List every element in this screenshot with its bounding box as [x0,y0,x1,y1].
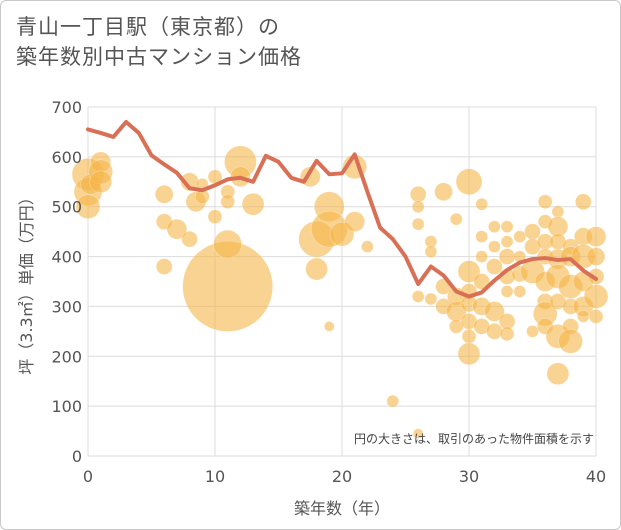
bubble-point [499,326,515,342]
bubble-point [450,212,463,226]
bubble-point [411,290,425,303]
y-tick-label: 100 [51,397,82,416]
bubble-point [484,301,505,322]
bubble-point [486,258,503,275]
y-tick-label: 500 [51,198,82,217]
bubble-point [575,193,592,210]
x-axis-label: 築年数（年） [294,499,390,518]
bubble-point [241,192,265,216]
bubble-point [498,248,516,265]
bubble-point [155,258,173,275]
bubble-point [386,394,400,408]
bubble-point [585,226,607,247]
bubble-point [455,168,483,196]
bubble-point [475,197,488,211]
chart-title-line2: 築年数別中古マンション価格 [16,45,302,69]
bubble-point [500,285,514,298]
average-price-line [86,119,598,299]
bubble-point [473,273,490,290]
bubble-point [537,194,553,209]
bubble-point [588,309,604,324]
bubble-point [166,218,188,240]
chart-title-line1: 青山一丁目駅（東京都）の [16,15,280,39]
bubble-point [154,185,174,204]
x-tick-label: 10 [205,467,225,486]
y-tick-labels: 0 100 200 300 400 500 600 700 [51,98,82,466]
bubble-point [488,220,501,233]
bubble-point [424,292,438,306]
bubble-point [89,170,112,194]
bubble-point [207,209,223,224]
bubble-series [71,145,609,439]
y-tick-label: 400 [51,248,82,267]
bubble-point [513,285,527,298]
trend-line-group [86,119,598,299]
y-axis-label: 坪（3.3㎡）単価（万円） [17,189,36,374]
bubble-point [411,200,425,213]
y-tick-label: 200 [51,347,82,366]
bubble-point [213,229,242,259]
chart-title: 青山一丁目駅（東京都）の 築年数別中古マンション価格 [16,12,302,72]
bubble-point [500,220,514,233]
bubble-point [181,230,198,248]
bubble-point [75,194,101,219]
bubble-point [344,211,365,232]
bubble-point [546,362,570,385]
bubble-point [324,321,335,332]
bubble-point [586,247,606,266]
x-tick-label: 0 [83,467,93,486]
x-tick-label: 20 [332,467,352,486]
bubble-point [526,325,539,338]
bubble-point [457,260,481,283]
bubble-point [361,240,374,253]
bubble-point [461,329,477,344]
bubble-point [500,235,514,248]
bubble-point [412,428,424,439]
y-tick-label: 700 [51,98,82,117]
y-tick-label: 0 [72,447,82,466]
bubble-point [411,217,425,231]
bubble-point [475,250,488,263]
bubble-point [583,284,609,309]
bubble-point [434,182,453,202]
bubble-point [475,230,488,243]
bubble-size-note: 円の大きさは、取引のあった物件面積を示す [354,431,594,446]
x-tick-labels: 0 10 20 30 40 [83,467,606,486]
bubble-point [305,257,328,281]
bubble-point [551,205,565,218]
bubble-point [486,323,503,340]
bubble-point [558,329,583,354]
x-tick-label: 30 [459,467,479,486]
bubble-point [409,186,427,203]
bubble-point [457,342,481,366]
y-tick-label: 300 [51,297,82,316]
bubble-point [513,230,527,243]
x-tick-label: 40 [586,467,606,486]
bubble-point [220,194,235,209]
bubble-point [488,240,501,253]
y-tick-label: 600 [51,148,82,167]
bubble-point [424,245,438,258]
bubble-point [577,310,590,323]
bubble-point [524,223,541,240]
